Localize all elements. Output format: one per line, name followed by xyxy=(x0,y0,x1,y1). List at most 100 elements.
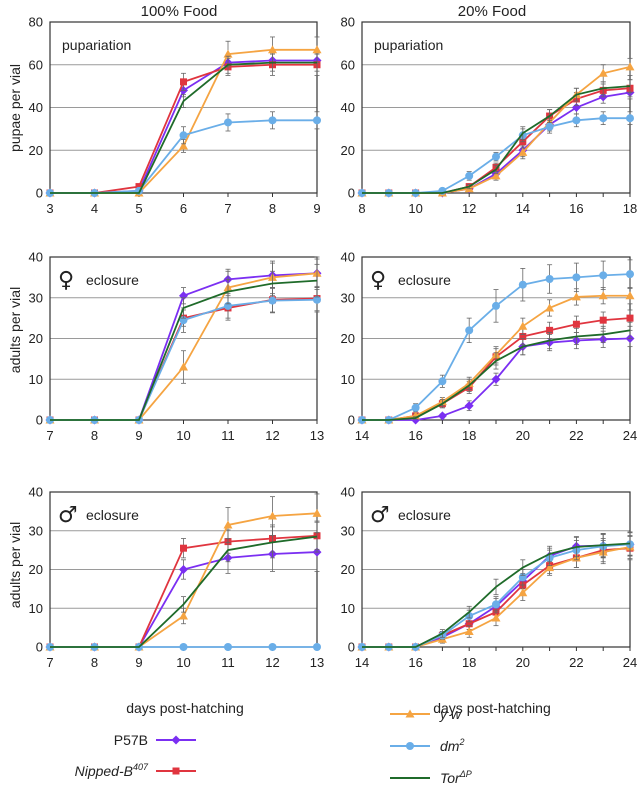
data-point xyxy=(465,620,473,628)
y-axis-label-adults-female: adults per vial xyxy=(7,287,23,373)
data-point xyxy=(545,122,554,131)
x-tick-label: 9 xyxy=(313,201,320,216)
data-point xyxy=(598,68,608,77)
data-point xyxy=(268,511,277,520)
x-tick-label: 13 xyxy=(310,428,324,443)
y-tick-label: 30 xyxy=(29,290,43,305)
series-tor xyxy=(50,520,320,648)
y-tick-label: 80 xyxy=(341,15,355,30)
data-point xyxy=(491,374,501,384)
data-point xyxy=(224,643,232,651)
legend-label: TorΔP xyxy=(440,769,472,786)
y-tick-label: 40 xyxy=(29,250,43,265)
series-tor xyxy=(362,79,633,194)
data-point xyxy=(313,116,321,125)
legend-label: Nipped-B407 xyxy=(75,762,149,779)
legend-item-p57b: P57B xyxy=(114,732,196,748)
legend-label-text: Tor xyxy=(440,770,461,786)
y-tick-label: 0 xyxy=(348,413,355,428)
y-tick-label: 20 xyxy=(341,143,355,158)
data-point xyxy=(518,588,528,597)
series-tor xyxy=(362,531,633,648)
x-tick-label: 4 xyxy=(91,201,98,216)
data-point xyxy=(599,316,607,324)
data-point xyxy=(492,152,500,161)
series-nipped xyxy=(46,53,321,197)
y-tick-label: 40 xyxy=(341,250,355,265)
series-p57b xyxy=(357,85,635,198)
x-tick-label: 20 xyxy=(516,428,530,443)
series-tor xyxy=(50,53,320,194)
x-tick-label: 10 xyxy=(176,655,190,670)
data-point xyxy=(464,401,474,411)
y-tick-label: 40 xyxy=(341,485,355,500)
data-point xyxy=(179,643,188,651)
y-tick-label: 20 xyxy=(29,143,43,158)
data-point xyxy=(599,114,608,123)
series-tor xyxy=(50,263,320,421)
series-line xyxy=(50,279,318,421)
legend-label-text: P57B xyxy=(114,732,148,748)
data-point xyxy=(179,131,188,140)
series-line xyxy=(362,329,631,421)
panel-label: pupariation xyxy=(62,37,131,53)
data-point xyxy=(626,314,634,322)
data-point xyxy=(268,45,277,54)
y-tick-label: 0 xyxy=(36,186,43,201)
y-axis-label-adults-male: adults per vial xyxy=(7,522,23,608)
legend-label: dm2 xyxy=(440,737,464,754)
data-point xyxy=(625,62,635,71)
x-tick-label: 8 xyxy=(269,201,276,216)
x-tick-label: 11 xyxy=(221,655,235,670)
legend-label-sup: 407 xyxy=(133,762,149,772)
x-tick-label: 11 xyxy=(221,428,235,443)
panel-label: pupariation xyxy=(374,37,443,53)
y-tick-label: 10 xyxy=(29,601,43,616)
y-tick-label: 40 xyxy=(29,100,43,115)
data-point xyxy=(491,171,501,180)
y-axis-label-pupae: pupae per vial xyxy=(7,64,23,152)
data-point xyxy=(268,296,277,305)
panel-label: eclosure xyxy=(86,507,139,523)
y-tick-label: 20 xyxy=(29,331,43,346)
legend-item-yw: y w xyxy=(390,706,462,722)
sex-symbol: ♀ xyxy=(58,268,74,293)
legend-marker xyxy=(405,709,415,718)
chart-panel-2: 0 10 20 30 40 7 8 9 10 11 12 13 ♀ eclosure xyxy=(29,250,325,444)
data-point xyxy=(545,563,555,572)
legend-label: P57B xyxy=(114,732,148,748)
data-point xyxy=(572,273,581,282)
y-tick-label: 30 xyxy=(341,523,355,538)
y-tick-label: 30 xyxy=(29,523,43,538)
chart-panel-0: 0 20 40 60 80 3 4 5 6 7 8 9 pupariation xyxy=(29,15,322,216)
x-tick-label: 16 xyxy=(408,655,422,670)
legend-label: y w xyxy=(439,706,462,722)
data-point xyxy=(179,362,188,371)
panel-label: eclosure xyxy=(398,272,451,288)
legend-label-text: dm xyxy=(440,738,460,754)
data-point xyxy=(438,377,447,386)
x-tick-label: 18 xyxy=(462,655,476,670)
y-tick-label: 0 xyxy=(36,413,43,428)
x-tick-label: 18 xyxy=(623,201,637,216)
x-tick-label: 8 xyxy=(358,201,365,216)
y-tick-label: 20 xyxy=(341,331,355,346)
series-p57b xyxy=(357,329,635,425)
data-point xyxy=(492,600,500,609)
data-point xyxy=(571,292,581,301)
data-point xyxy=(180,78,187,86)
x-tick-label: 24 xyxy=(623,655,637,670)
sex-symbol: ♂ xyxy=(58,503,78,528)
data-point xyxy=(519,332,527,340)
x-tick-label: 22 xyxy=(569,428,583,443)
column-title-right: 20% Food xyxy=(458,3,526,20)
data-point xyxy=(518,280,527,289)
y-tick-label: 10 xyxy=(341,372,355,387)
data-point xyxy=(545,303,555,312)
x-tick-label: 13 xyxy=(310,655,324,670)
x-tick-label: 7 xyxy=(46,428,53,443)
legend-item-dm2: dm2 xyxy=(390,737,464,754)
column-title-left: 100% Food xyxy=(141,3,218,20)
x-tick-label: 16 xyxy=(569,201,583,216)
